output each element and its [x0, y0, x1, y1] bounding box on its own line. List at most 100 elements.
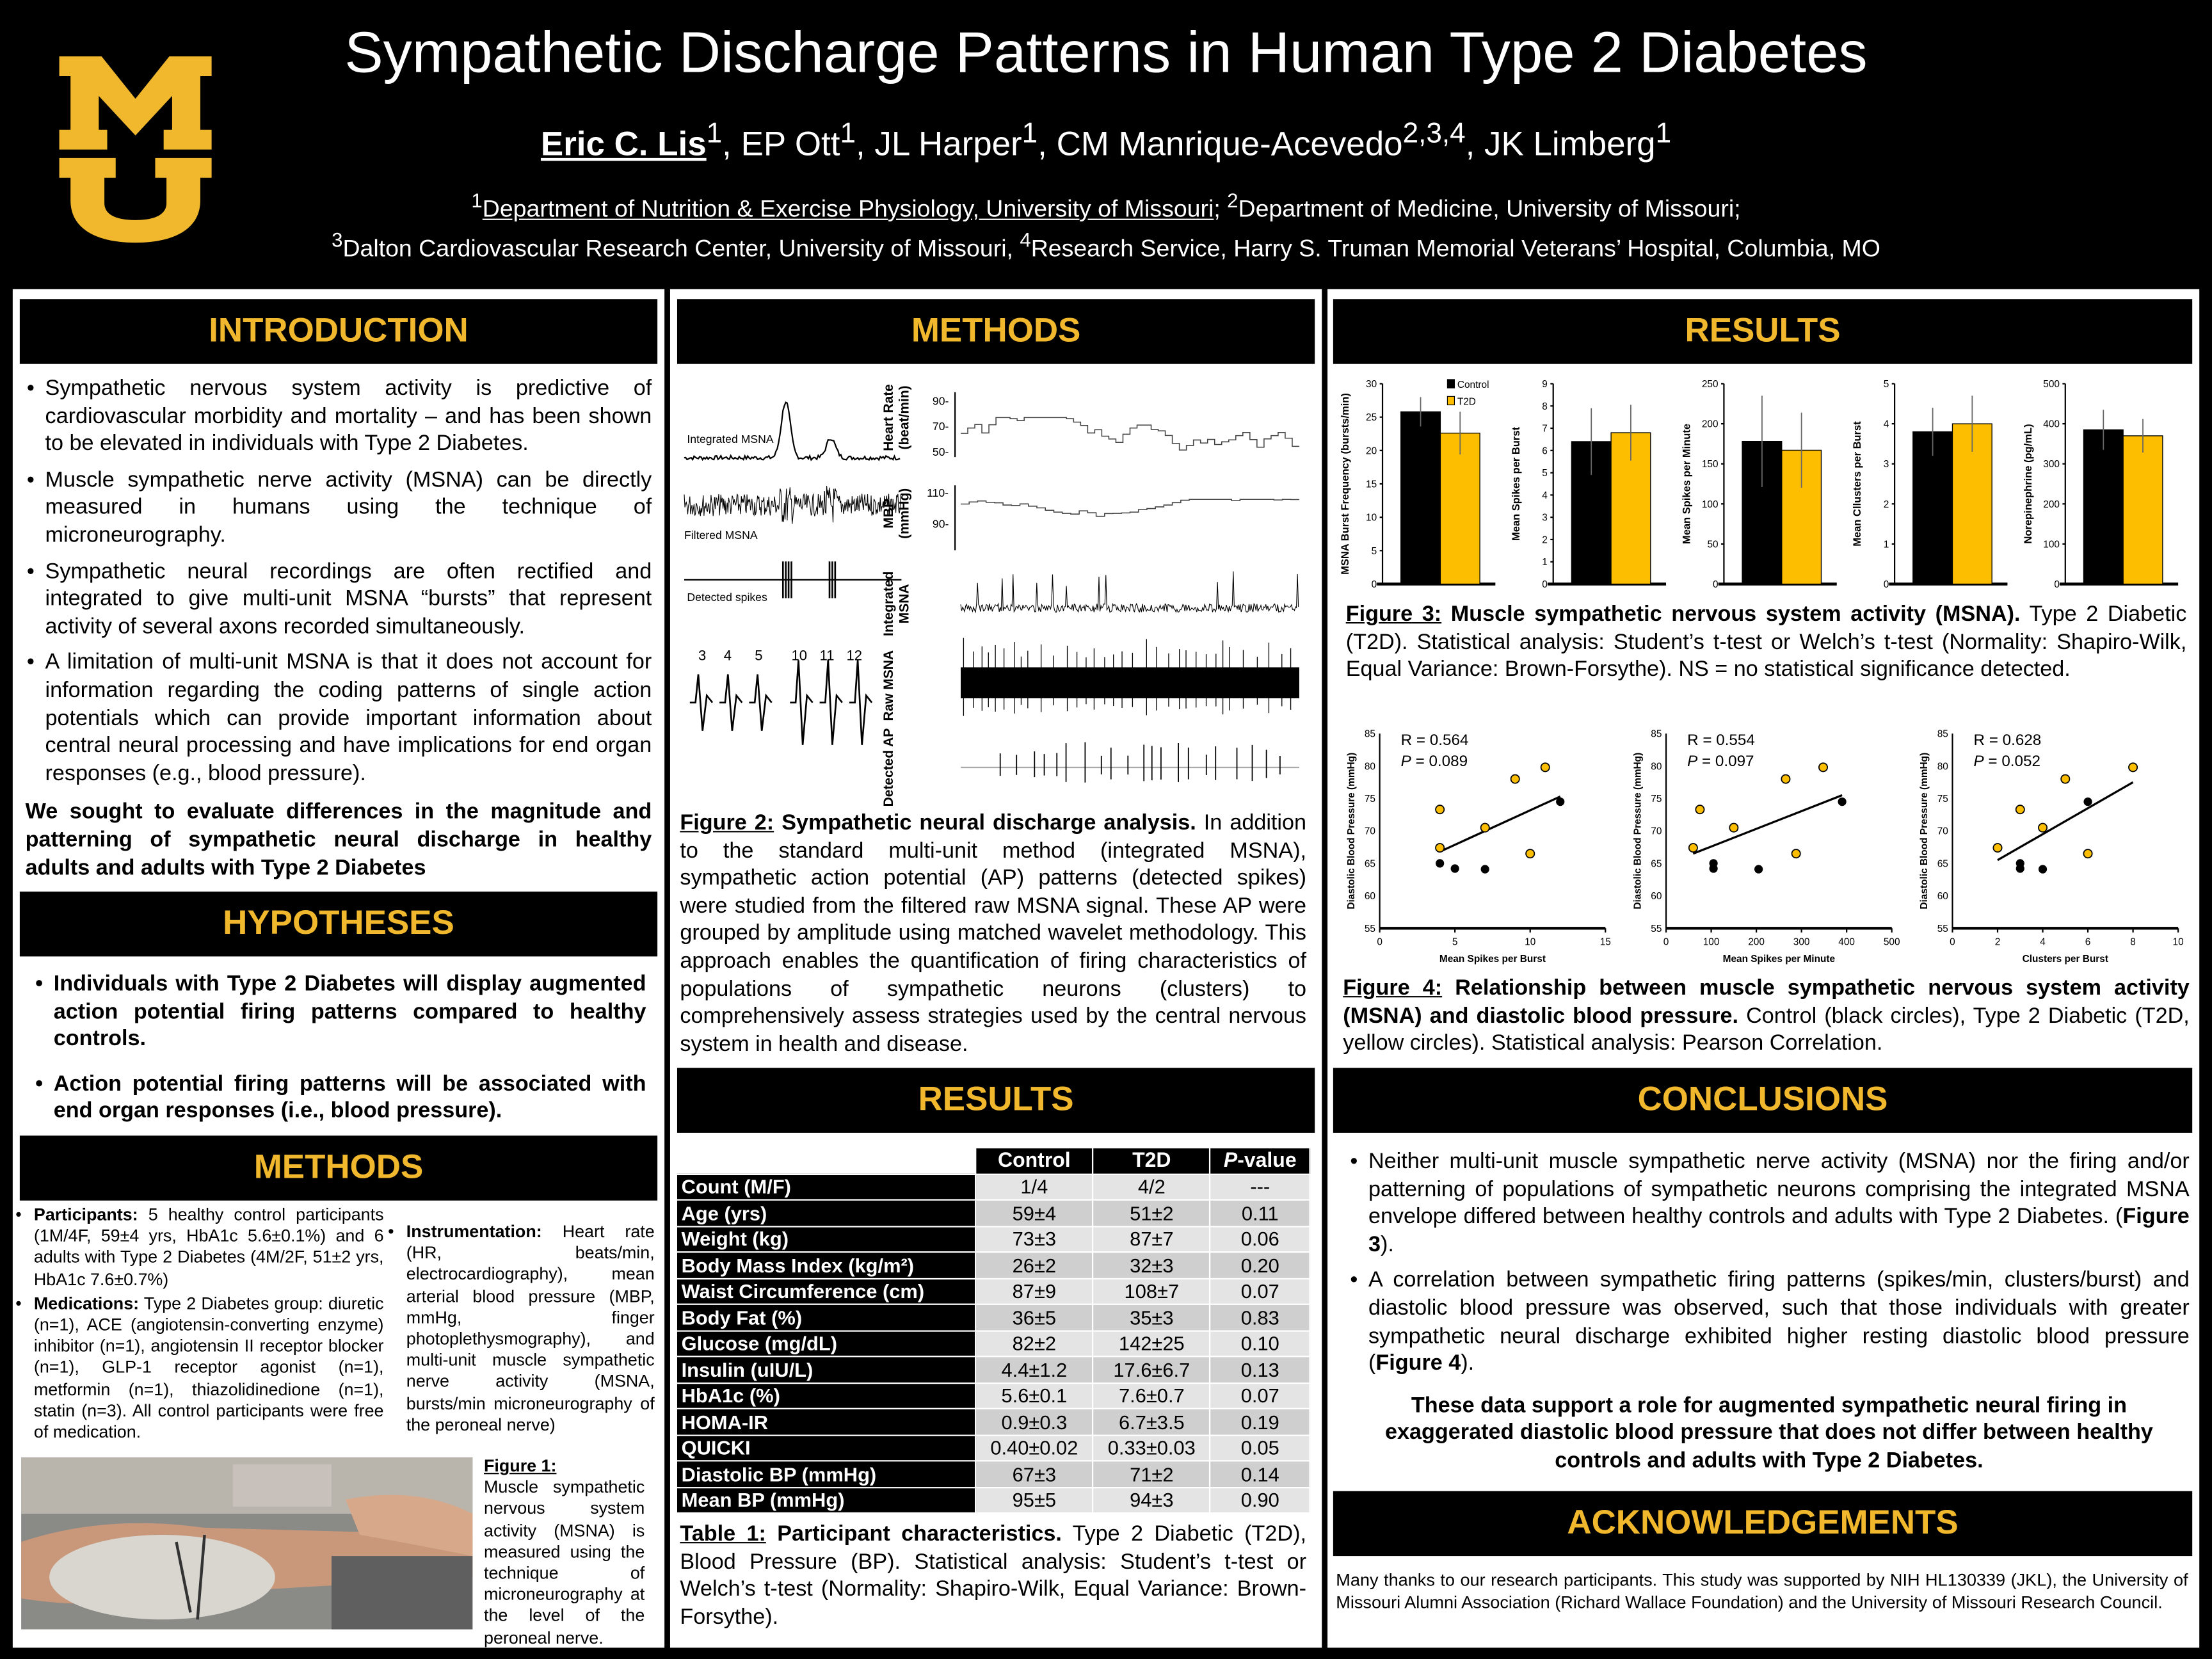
table-cell: 0.33±0.03	[1092, 1434, 1212, 1462]
t2d-point	[2060, 774, 2071, 784]
table-cell: 0.19	[1209, 1407, 1311, 1436]
y-tick-label: 9	[1542, 379, 1548, 390]
t2d-point	[1695, 805, 1705, 815]
mbp-label: MBP (mmHg)	[881, 488, 913, 539]
table-cell: 32±3	[1092, 1251, 1212, 1279]
bar-chart: Mean Spikes per Minute 0 50 100 150 200 250	[1681, 379, 1837, 590]
figure-ref: Figure 3	[1368, 1205, 2190, 1257]
y-tick-label: 75	[1651, 794, 1662, 805]
intro-bullet: Muscle sympathetic nerve activity (MSNA)…	[27, 467, 652, 550]
table-cell: 0.07	[1209, 1277, 1311, 1305]
author: EP Ott	[741, 125, 840, 164]
t2d-point	[1480, 822, 1490, 833]
table-cell: 0.07	[1209, 1381, 1311, 1409]
y-tick-label: 25	[1366, 412, 1377, 423]
t2d-point	[2015, 805, 2025, 815]
column-header-control: Control	[975, 1146, 1094, 1174]
introduction-heading: INTRODUCTION	[19, 299, 658, 364]
participant-characteristics-table: Control T2D P-value Count (M/F) 1/4 4/2 ---…	[675, 1146, 1311, 1514]
y-tick-label: 65	[1937, 858, 1948, 869]
text: ).	[1380, 1232, 1394, 1257]
table-cell: 82±2	[975, 1329, 1094, 1358]
figure-1-caption: Figure 1: Muscle sympathetic nervous sys…	[484, 1456, 645, 1649]
y-tick-label: 65	[1365, 858, 1375, 869]
y-axis-label: MSNA Burst Frequency (bursts/min)	[1339, 393, 1351, 575]
row-label: Diastolic BP (mmHg)	[675, 1460, 977, 1488]
table-cell: 4/2	[1092, 1173, 1212, 1201]
y-tick-label: 70	[1937, 826, 1948, 837]
x-tick-label: 6	[2085, 937, 2091, 948]
y-tick-label: 55	[1937, 924, 1948, 934]
row-label: Insulin (uIU/L)	[675, 1356, 977, 1384]
figure-4-scatter-plots: Diastolic Blood Pressure (mmHg) Mean Spik…	[1337, 719, 2198, 974]
bar-chart: Norepinephrine (pg/mL) 0 100 200 300 400 500	[2022, 379, 2179, 590]
table-cell: 0.06	[1209, 1225, 1311, 1253]
bar-t2d	[1439, 433, 1480, 585]
y-tick-label: 400	[2043, 419, 2060, 430]
y-tick-label: 4	[1884, 419, 1889, 430]
y-axis-label: Diastolic Blood Pressure (mmHg)	[1632, 753, 1643, 910]
author-sup: 1	[1655, 118, 1672, 150]
bar-t2d	[1781, 449, 1822, 585]
x-tick-label: 2	[1995, 937, 2001, 948]
y-tick-label: 50	[1707, 539, 1718, 550]
scatter-plot: Diastolic Blood Pressure (mmHg) Clusters …	[1919, 729, 2184, 965]
regression-line	[1997, 781, 2134, 862]
sep: ,	[1038, 125, 1057, 164]
table-row: QUICKI 0.40±0.02 0.33±0.03 0.05	[675, 1434, 1311, 1462]
y-tick-label: 1	[1884, 539, 1889, 550]
raw-msna-label: Raw MSNA	[881, 650, 897, 721]
x-tick-label: 0	[1950, 937, 1955, 948]
hr-tick: 90-	[933, 395, 949, 408]
row-label: Age (yrs)	[675, 1199, 977, 1227]
hr-tick: 70-	[933, 420, 949, 433]
table-row: Diastolic BP (mmHg) 67±3 71±2 0.14	[675, 1460, 1311, 1488]
table-1-caption: Table 1: Participant characteristics. Ty…	[680, 1521, 1306, 1631]
y-tick-label: 200	[2043, 499, 2060, 510]
y-tick-label: 0	[1542, 579, 1548, 590]
hypotheses-text: Individuals with Type 2 Diabetes will di…	[31, 970, 646, 1134]
ap-waveform	[689, 674, 714, 731]
table-cell: 0.11	[1209, 1199, 1311, 1227]
y-tick-label: 80	[1651, 761, 1662, 772]
p-number: = 0.097	[1697, 753, 1754, 770]
y-tick-label: 250	[1702, 379, 1719, 390]
instrumentation-text: Heart rate (HR, beats/min, electrocardio…	[406, 1221, 655, 1435]
x-tick-label: 300	[1793, 937, 1810, 948]
table-cell: 7.6±0.7	[1092, 1381, 1212, 1409]
cluster-number: 4	[724, 648, 732, 664]
text: Neither multi-unit muscle sympathetic ne…	[1368, 1150, 2190, 1230]
figure-4-caption: Figure 4: Relationship between muscle sy…	[1343, 975, 2189, 1058]
raw-msna-trace	[960, 667, 1299, 699]
x-tick-label: 200	[1748, 937, 1765, 948]
results-heading-middle: RESULTS	[677, 1068, 1315, 1133]
column-header-blank	[675, 1146, 977, 1174]
hypothesis-bullet: Individuals with Type 2 Diabetes will di…	[35, 970, 646, 1054]
p-value: P = 0.089	[1401, 753, 1468, 770]
t2d-point	[1688, 843, 1698, 853]
scatter-plot: Diastolic Blood Pressure (mmHg) Mean Spik…	[1632, 729, 1900, 965]
trace-label-detected: Detected spikes	[687, 591, 767, 604]
t2d-point	[1540, 762, 1550, 773]
table-row: Weight (kg) 73±3 87±7 0.06	[675, 1225, 1311, 1253]
table-cell: 142±25	[1092, 1329, 1212, 1358]
table-cell: 87±7	[1092, 1225, 1212, 1253]
table-row: Body Mass Index (kg/m²) 26±2 32±3 0.20	[675, 1251, 1311, 1279]
microneurography-photo	[21, 1457, 473, 1630]
trace-ticks: 90- 70- 50- 110- 90-	[927, 395, 949, 531]
control-point	[2083, 797, 2092, 806]
ap-waveform	[790, 660, 813, 745]
y-tick-label: 80	[1937, 761, 1948, 772]
label: Participants:	[33, 1205, 138, 1225]
y-tick-label: 75	[1365, 794, 1375, 805]
y-tick-label: 2	[1884, 499, 1889, 510]
table-cell: 94±3	[1092, 1486, 1212, 1514]
mbp-tick: 110-	[927, 486, 949, 499]
cluster-number: 3	[698, 648, 706, 664]
text: A correlation between sympathetic firing…	[1368, 1269, 2190, 1376]
t2d-point	[2038, 822, 2048, 833]
aff-sup: 3	[332, 229, 343, 252]
control-point	[1480, 865, 1489, 874]
trace-label-integrated: Integrated MSNA	[687, 433, 773, 445]
table-row: Count (M/F) 1/4 4/2 ---	[675, 1173, 1311, 1201]
